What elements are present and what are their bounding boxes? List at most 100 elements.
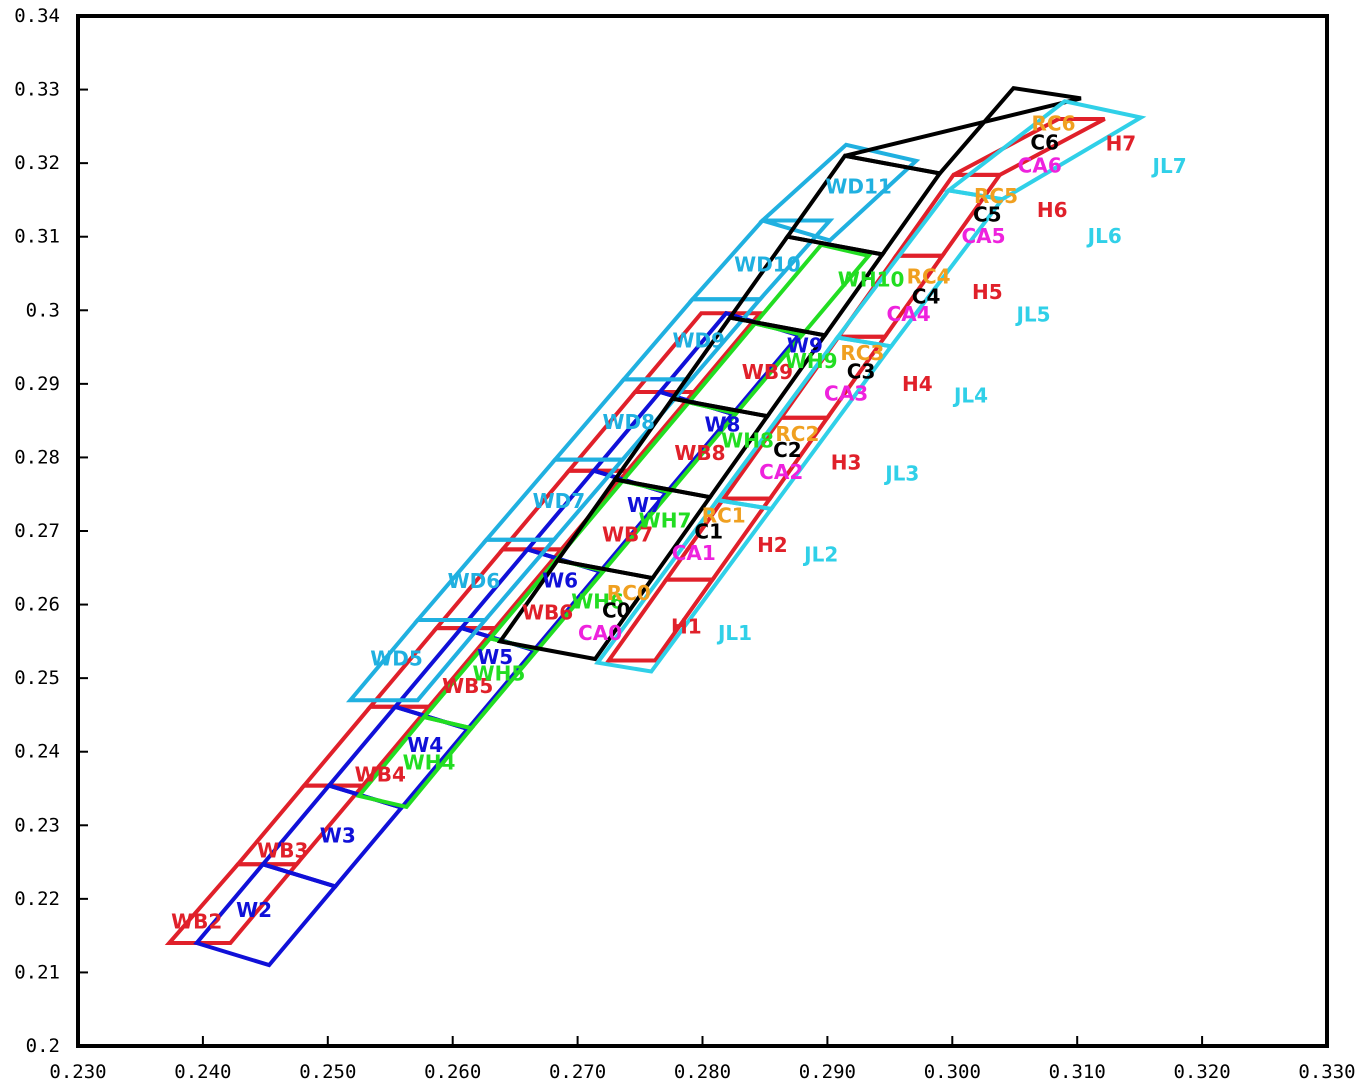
label-c0: C0	[602, 598, 631, 622]
y-tick-label: 0.31	[14, 226, 60, 248]
label-w7: W7	[627, 493, 663, 517]
x-tick-label: 0.250	[299, 1061, 356, 1083]
label-wb8: WB8	[674, 441, 725, 465]
label-ca2: CA2	[759, 460, 803, 484]
label-wh10: WH10	[838, 267, 905, 291]
label-c4: C4	[912, 284, 941, 308]
label-h7: H7	[1106, 131, 1137, 155]
x-tick-label: 0.280	[674, 1061, 731, 1083]
x-axis-ticks: 0.230 0.240 0.250 0.260 0.270 0.280 0.290 0.300…	[49, 1036, 1356, 1083]
y-tick-label: 0.22	[14, 888, 60, 910]
label-w6: W6	[542, 568, 578, 592]
label-h5: H5	[972, 280, 1003, 304]
label-ca5: CA5	[961, 224, 1005, 248]
label-wd8: WD8	[603, 410, 656, 434]
region-c6	[844, 85, 1082, 176]
label-h2: H2	[757, 533, 788, 557]
label-jl6: JL6	[1086, 224, 1122, 248]
region-wh10	[751, 242, 873, 337]
label-w5: W5	[477, 645, 513, 669]
label-jl1: JL1	[716, 621, 752, 645]
y-axis-ticks: 0.2 0.21 0.22 0.23 0.24 0.25 0.26 0.27 0.28 0.29 0…	[14, 5, 88, 1057]
label-ca0: CA0	[578, 621, 622, 645]
label-wb4: WB4	[355, 763, 406, 787]
label-wd10: WD10	[734, 253, 801, 277]
region-h7	[952, 117, 1106, 177]
label-wb5: WB5	[442, 674, 493, 698]
x-tick-label: 0.230	[49, 1061, 106, 1083]
label-wb7: WB7	[602, 523, 653, 547]
label-w2: W2	[236, 898, 272, 922]
x-tick-label: 0.300	[924, 1061, 981, 1083]
label-w8: W8	[705, 412, 741, 436]
label-ca4: CA4	[887, 302, 931, 326]
x-tick-label: 0.270	[549, 1061, 606, 1083]
label-c5: C5	[973, 203, 1002, 227]
y-tick-label: 0.2	[26, 1035, 60, 1057]
x-tick-label: 0.320	[1173, 1061, 1230, 1083]
y-tick-label: 0.33	[14, 79, 60, 101]
region-outlines	[164, 85, 1147, 968]
label-c1: C1	[694, 520, 723, 544]
label-c6: C6	[1030, 131, 1059, 155]
label-wd6: WD6	[448, 569, 501, 593]
x-tick-label: 0.260	[424, 1061, 481, 1083]
label-h6: H6	[1037, 198, 1068, 222]
y-tick-label: 0.26	[14, 594, 60, 616]
label-wd7: WD7	[533, 489, 586, 513]
label-jl3: JL3	[883, 462, 919, 486]
x-tick-label: 0.330	[1298, 1061, 1355, 1083]
y-tick-label: 0.21	[14, 961, 60, 983]
label-wh6: WH6	[571, 590, 624, 614]
label-w9: W9	[787, 334, 823, 358]
label-ca6: CA6	[1018, 153, 1062, 177]
y-tick-label: 0.34	[14, 5, 60, 27]
label-wh9: WH9	[785, 349, 838, 373]
y-tick-label: 0.23	[14, 814, 60, 836]
y-tick-label: 0.25	[14, 667, 60, 689]
label-wb6: WB6	[522, 601, 573, 625]
label-jl4: JL4	[952, 384, 988, 408]
label-wb3: WB3	[257, 838, 308, 862]
region-wd10	[688, 218, 835, 302]
label-wh5: WH5	[473, 662, 526, 686]
label-h1: H1	[671, 615, 702, 639]
x-tick-label: 0.290	[799, 1061, 856, 1083]
label-h4: H4	[902, 372, 933, 396]
label-wh4: WH4	[403, 751, 456, 775]
label-rc2: RC2	[775, 422, 819, 446]
label-jl5: JL5	[1014, 303, 1050, 327]
y-tick-label: 0.28	[14, 446, 60, 468]
label-rc4: RC4	[907, 264, 951, 288]
region-wd11	[758, 142, 921, 243]
label-wh8: WH8	[721, 429, 774, 453]
label-ca3: CA3	[824, 381, 868, 405]
y-tick-label: 0.29	[14, 373, 60, 395]
label-h3: H3	[831, 451, 862, 475]
label-rc3: RC3	[840, 341, 884, 365]
label-jl7: JL7	[1151, 154, 1187, 178]
label-c3: C3	[847, 359, 876, 383]
label-w4: W4	[407, 733, 443, 757]
y-tick-label: 0.24	[14, 741, 60, 763]
label-wh7: WH7	[639, 509, 692, 533]
label-c2: C2	[773, 438, 802, 462]
label-rc5: RC5	[974, 184, 1018, 208]
label-wb2: WB2	[171, 910, 222, 934]
label-wd9: WD9	[673, 328, 726, 352]
label-w3: W3	[320, 824, 356, 848]
region-wb9	[630, 311, 765, 394]
x-tick-label: 0.240	[174, 1061, 231, 1083]
y-tick-label: 0.27	[14, 520, 60, 542]
label-wd11: WD11	[825, 175, 892, 199]
label-ca1: CA1	[672, 541, 716, 565]
label-rc0: RC0	[607, 581, 651, 605]
y-tick-label: 0.3	[26, 299, 60, 321]
label-wb9: WB9	[742, 360, 793, 384]
x-tick-label: 0.310	[1049, 1061, 1106, 1083]
label-jl2: JL2	[802, 543, 838, 567]
region-jl4	[943, 99, 1147, 202]
label-rc1: RC1	[702, 504, 746, 528]
